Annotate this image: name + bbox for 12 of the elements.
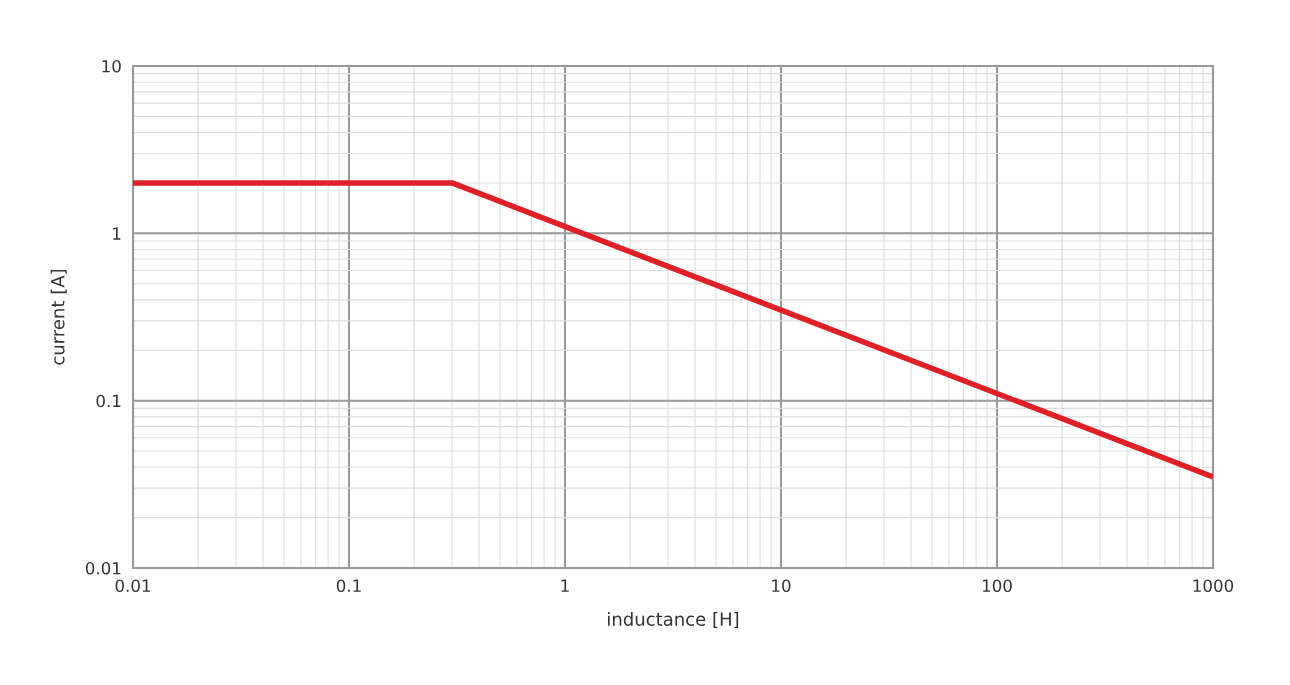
x-tick-label: 1000 (1193, 579, 1234, 593)
x-tick-label: 1 (561, 579, 569, 592)
x-tick-label: 100 (982, 579, 1012, 593)
y-tick-label: 10 (102, 59, 121, 73)
x-axis-title: inductance [H] (608, 611, 739, 629)
y-axis-title: current [A] (50, 269, 67, 365)
x-tick-label: 0.1 (336, 579, 361, 593)
x-tick-label: 0.01 (115, 579, 151, 593)
y-tick-label: 0.1 (96, 394, 121, 408)
y-tick-label: 0.01 (85, 561, 121, 575)
x-tick-label: 10 (772, 579, 791, 593)
y-tick-label: 1 (113, 227, 121, 240)
